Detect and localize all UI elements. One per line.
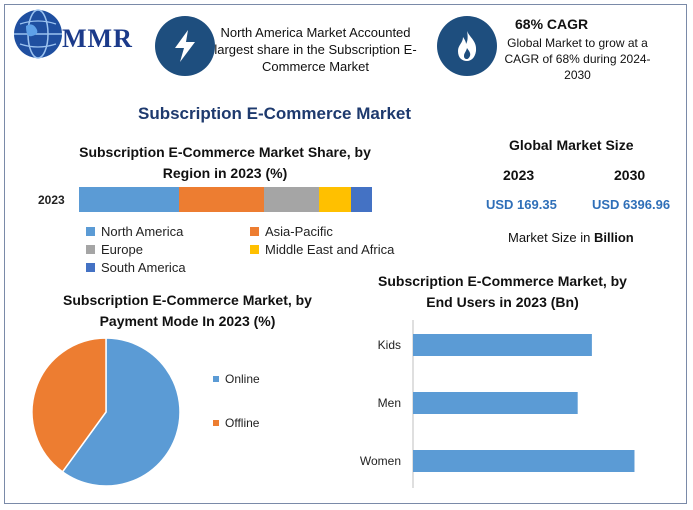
infographic-frame [4, 4, 687, 504]
legend-south-america: South America [86, 260, 186, 275]
legend-label: Middle East and Africa [265, 242, 395, 257]
legend-north-america: North America [86, 224, 183, 239]
legend-label: Europe [101, 242, 143, 257]
bar-segment-north-america [79, 187, 179, 212]
legend-label: Online [225, 372, 260, 386]
info-icon-circle-2 [437, 16, 497, 76]
lightning-icon [175, 30, 195, 62]
logo-text: MMR [62, 24, 133, 53]
payment-pie-chart [31, 337, 181, 487]
tick-label-women: Women [360, 454, 401, 468]
bar-segment-south-america [351, 187, 372, 212]
payment-chart-title: Subscription E-Commerce Market, by Payme… [63, 292, 312, 329]
unit-bold: Billion [593, 230, 634, 245]
legend-swatch [250, 227, 259, 236]
bar-segment-europe [263, 187, 320, 212]
legend-label: South America [101, 260, 186, 275]
pie-slice-offline [31, 337, 107, 473]
tick-label-men: Men [378, 396, 401, 410]
legend-label: Offline [225, 416, 260, 430]
tick-label-kids: Kids [378, 338, 401, 352]
global-market-unit: Market Size in Billion [508, 230, 634, 245]
globe-icon [14, 9, 62, 59]
legend-swatch [86, 227, 95, 236]
end-users-chart-title: Subscription E-Commerce Market, by End U… [378, 273, 627, 310]
end-users-bar-chart: Kids Men Women [360, 320, 635, 488]
logo: MMR [12, 8, 142, 60]
unit-prefix: Market Size in [508, 230, 594, 245]
bar-segment-asia-pacific [178, 187, 264, 212]
region-chart-title: Subscription E-Commerce Market Share, by… [79, 144, 371, 181]
main-title: Subscription E-Commerce Market [138, 104, 412, 123]
global-market-year-2030: 2030 [614, 167, 646, 183]
legend-swatch [250, 245, 259, 254]
global-market-year-2023: 2023 [503, 167, 535, 183]
region-stacked-bar [79, 187, 372, 212]
bar-segment-middle-east-and-africa [319, 187, 352, 212]
info-text-1: North America Market Accounted largest s… [214, 25, 417, 74]
info-icon-circle-1 [155, 16, 215, 76]
legend-swatch [213, 376, 219, 382]
legend-offline: Offline [213, 416, 259, 430]
global-market-value-2023: USD 169.35 [486, 197, 557, 212]
info-text-2: Global Market to grow at a CAGR of 68% d… [504, 36, 651, 82]
pie-slice-online [61, 337, 181, 487]
legend-asia-pacific: Asia-Pacific [250, 224, 333, 239]
legend-swatch [86, 245, 95, 254]
global-market-title: Global Market Size [509, 137, 634, 153]
legend-swatch [86, 263, 95, 272]
global-market-value-2030: USD 6396.96 [592, 197, 671, 212]
bar-kids [413, 334, 592, 356]
flame-icon [458, 31, 477, 61]
legend-swatch [213, 420, 219, 426]
legend-middle-east-africa: Middle East and Africa [250, 242, 394, 257]
cagr-heading: 68% CAGR [515, 16, 589, 32]
legend-label: Asia-Pacific [265, 224, 333, 239]
bar-women [413, 450, 635, 472]
region-chart-category-label: 2023 [38, 193, 65, 207]
bar-men [413, 392, 578, 414]
legend-label: North America [101, 224, 184, 239]
legend-europe: Europe [86, 242, 143, 257]
legend-online: Online [213, 372, 260, 386]
